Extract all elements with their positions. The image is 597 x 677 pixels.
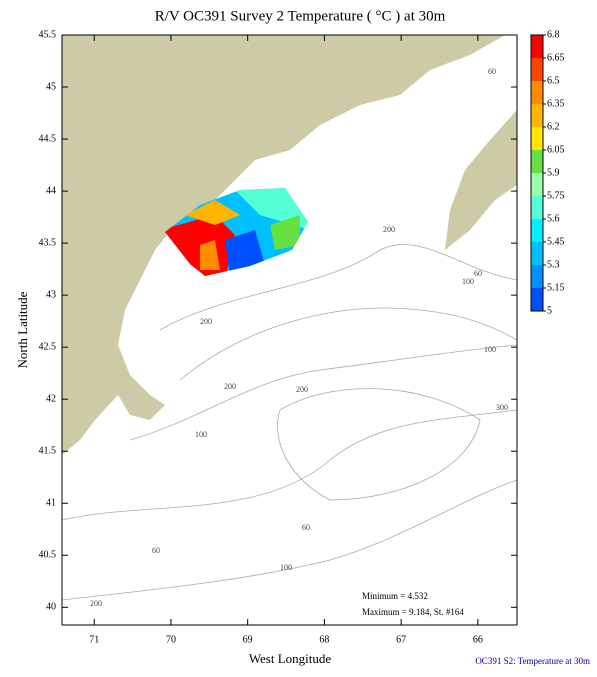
colorbar-bin — [531, 150, 543, 173]
contour-line — [179, 307, 517, 381]
colorbar-bin — [531, 288, 543, 311]
contour-label: 60 — [152, 546, 160, 555]
colorbar-bin — [531, 104, 543, 127]
y-tick-label: 41.5 — [39, 446, 57, 457]
map-body — [62, 35, 517, 601]
contour-label: 60 — [474, 269, 482, 278]
colorbar-label: 6.65 — [547, 52, 565, 63]
contour-line — [159, 244, 517, 331]
x-tick-label: 66 — [473, 634, 483, 645]
colorbar-label: 5.45 — [547, 236, 565, 247]
footer: OC391 S2: Temperature at 30m — [475, 656, 590, 666]
contour-label: 60 — [488, 67, 496, 76]
y-tick-label: 43 — [46, 289, 56, 300]
contour-label: 100 — [280, 563, 292, 572]
colorbar-bin — [531, 196, 543, 219]
contour-label: 60 — [302, 523, 310, 532]
y-tick-label: 41 — [46, 498, 56, 509]
colorbar-label: 5.9 — [547, 167, 560, 178]
contour-line — [277, 388, 481, 501]
y-tick-label: 42 — [46, 393, 56, 404]
y-tick-label: 40.5 — [39, 550, 57, 561]
land — [62, 35, 505, 455]
y-tick-label: 42.5 — [39, 341, 57, 352]
x-tick-label: 69 — [243, 634, 253, 645]
colorbar-label: 5 — [547, 305, 552, 316]
contour-label: 200 — [200, 317, 212, 326]
colorbar-label: 5.15 — [547, 282, 565, 293]
contour-label: 300 — [496, 403, 508, 412]
x-tick-label: 71 — [89, 634, 99, 645]
y-tick-label: 45.5 — [39, 29, 57, 40]
contour-label: 100 — [195, 430, 207, 439]
colorbar-bin — [531, 173, 543, 196]
colorbar-label: 6.8 — [547, 29, 560, 40]
plot-frame — [61, 34, 518, 626]
y-tick-label: 43.5 — [39, 237, 57, 248]
y-tick-label: 44.5 — [39, 133, 57, 144]
colorbar-bin — [531, 242, 543, 265]
y-tick-label: 40 — [46, 602, 56, 613]
colorbar-bin — [531, 35, 543, 58]
contour-label: 200 — [90, 599, 102, 608]
colorbar-bin — [531, 219, 543, 242]
contour-line — [62, 409, 517, 521]
minimum-note: Minimum = 4.532 — [362, 591, 428, 601]
y-axis-label: North Latitude — [15, 291, 30, 368]
colorbar-label: 6.35 — [547, 98, 565, 109]
colorbar-bin — [531, 265, 543, 288]
x-tick-label: 68 — [319, 634, 329, 645]
y-tick-label: 45 — [46, 81, 56, 92]
contour-label: 200 — [296, 385, 308, 394]
contour-line — [129, 344, 517, 441]
maximum-note: Maximum = 9.184, St. #164 — [362, 607, 464, 617]
colorbar-label: 5.75 — [547, 190, 565, 201]
contour-label: 200 — [383, 225, 395, 234]
colorbar-label: 6.2 — [547, 121, 560, 132]
colorbar-label: 6.5 — [547, 75, 560, 86]
colorbar-bin — [531, 58, 543, 81]
contour-label: 200 — [224, 382, 236, 391]
colorbar-bin — [531, 81, 543, 104]
x-tick-label: 67 — [396, 634, 406, 645]
colorbar-label: 6.05 — [547, 144, 565, 155]
contour-line — [62, 479, 517, 601]
contour-label: 100 — [462, 277, 474, 286]
colorbar-label: 5.6 — [547, 213, 560, 224]
title: R/V OC391 Survey 2 Temperature ( °C ) at… — [155, 8, 446, 24]
x-axis-label: West Longitude — [249, 651, 332, 666]
land — [445, 110, 517, 250]
contour-labels: 60 200 60 100 200 100 200 300 200 100 60… — [90, 67, 508, 608]
colorbar-label: 5.3 — [547, 259, 560, 270]
y-tick-label: 44 — [46, 185, 56, 196]
contour-label: 100 — [484, 345, 496, 354]
colorbar-bin — [531, 127, 543, 150]
x-tick-label: 70 — [166, 634, 176, 645]
